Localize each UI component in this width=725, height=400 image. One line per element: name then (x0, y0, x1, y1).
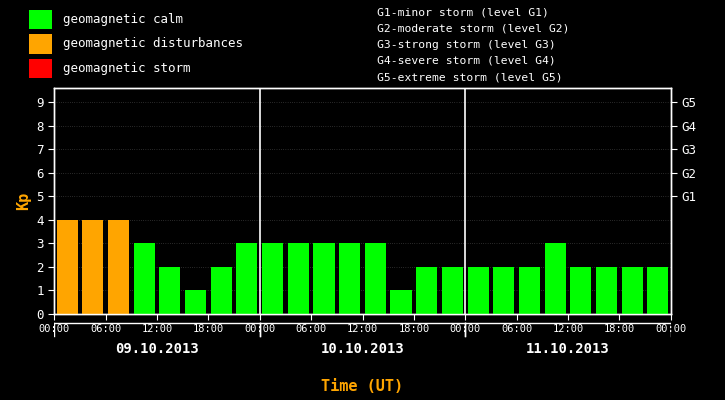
Y-axis label: Kp: Kp (16, 192, 31, 210)
Text: geomagnetic disturbances: geomagnetic disturbances (63, 38, 243, 50)
Text: G2-moderate storm (level G2): G2-moderate storm (level G2) (377, 23, 570, 33)
Bar (442, 267, 463, 314)
Bar (416, 267, 437, 314)
Text: G4-severe storm (level G4): G4-severe storm (level G4) (377, 56, 556, 66)
Text: G1-minor storm (level G1): G1-minor storm (level G1) (377, 7, 549, 17)
Text: Time (UT): Time (UT) (321, 379, 404, 394)
Bar (57, 220, 78, 314)
Bar (160, 267, 181, 314)
Bar (313, 243, 334, 314)
Bar (544, 243, 566, 314)
Bar (29, 59, 52, 78)
Text: 09.10.2013: 09.10.2013 (115, 342, 199, 356)
Text: G5-extreme storm (level G5): G5-extreme storm (level G5) (377, 72, 563, 82)
Bar (262, 243, 283, 314)
Bar (571, 267, 592, 314)
Bar (29, 10, 52, 29)
Bar (83, 220, 104, 314)
Bar (519, 267, 540, 314)
Bar (133, 243, 154, 314)
Bar (185, 290, 206, 314)
Bar (493, 267, 514, 314)
Bar (108, 220, 129, 314)
Bar (647, 267, 668, 314)
Bar (365, 243, 386, 314)
Text: 11.10.2013: 11.10.2013 (526, 342, 610, 356)
Bar (29, 34, 52, 54)
Bar (468, 267, 489, 314)
Bar (621, 267, 642, 314)
Bar (236, 243, 257, 314)
Bar (391, 290, 412, 314)
Bar (288, 243, 309, 314)
Bar (211, 267, 232, 314)
Text: 10.10.2013: 10.10.2013 (320, 342, 405, 356)
Bar (596, 267, 617, 314)
Bar (339, 243, 360, 314)
Text: G3-strong storm (level G3): G3-strong storm (level G3) (377, 40, 556, 50)
Text: geomagnetic storm: geomagnetic storm (63, 62, 191, 75)
Text: geomagnetic calm: geomagnetic calm (63, 13, 183, 26)
